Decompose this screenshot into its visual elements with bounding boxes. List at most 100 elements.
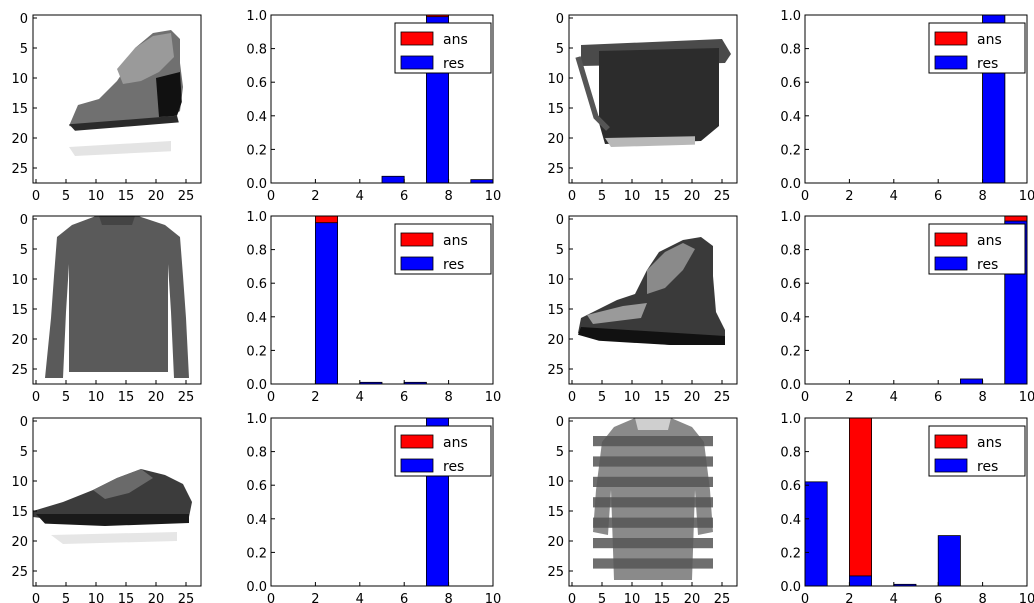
legend-label: res bbox=[977, 257, 998, 273]
ans-bar bbox=[849, 418, 873, 586]
legend: ans res bbox=[928, 223, 1026, 275]
y-tick-label: 10 bbox=[11, 475, 28, 490]
y-tick-label: 15 bbox=[547, 102, 564, 117]
y-tick-label: 5 bbox=[20, 42, 28, 57]
legend-swatch bbox=[934, 55, 968, 70]
res-bar bbox=[470, 179, 493, 183]
chart-frame bbox=[804, 417, 1028, 587]
x-tick-label: 2 bbox=[311, 592, 319, 603]
legend: ans res bbox=[394, 223, 492, 275]
x-tick-label: 5 bbox=[598, 390, 606, 405]
legend-label: res bbox=[443, 56, 464, 72]
x-tick-label: 0 bbox=[267, 592, 275, 603]
x-tick-label: 0 bbox=[267, 189, 275, 204]
chart-frame bbox=[804, 215, 1028, 385]
image-frame bbox=[568, 417, 738, 587]
x-tick-label: 2 bbox=[845, 592, 853, 603]
y-tick-label: 5 bbox=[20, 243, 28, 258]
y-tick-label: 0.4 bbox=[246, 513, 267, 528]
y-tick-label: 0.8 bbox=[246, 43, 267, 58]
y-tick-label: 0.8 bbox=[780, 244, 801, 259]
legend-swatch bbox=[400, 458, 434, 473]
y-tick-label: 15 bbox=[11, 505, 28, 520]
boot-sole bbox=[578, 327, 725, 345]
shirt-collar bbox=[635, 418, 671, 430]
shirt-stripe bbox=[593, 497, 713, 508]
x-tick-label: 4 bbox=[356, 592, 364, 603]
x-tick-label: 4 bbox=[890, 592, 898, 603]
x-tick-label: 10 bbox=[88, 390, 105, 405]
bag-bottom bbox=[605, 136, 695, 147]
y-tick-label: 0.0 bbox=[246, 378, 267, 393]
shirt-image bbox=[593, 418, 713, 580]
legend-label: ans bbox=[977, 233, 1002, 249]
legend-box bbox=[394, 223, 492, 275]
x-tick-label: 5 bbox=[62, 592, 70, 603]
y-tick-label: 1.0 bbox=[246, 9, 267, 24]
x-tick-label: 20 bbox=[684, 390, 701, 405]
x-tick-label: 0 bbox=[801, 390, 809, 405]
x-tick-label: 2 bbox=[311, 189, 319, 204]
y-tick-label: 0.2 bbox=[780, 143, 801, 158]
shoe-image bbox=[69, 30, 183, 156]
x-tick-label: 10 bbox=[624, 390, 641, 405]
x-tick-label: 5 bbox=[598, 189, 606, 204]
x-tick-label: 15 bbox=[654, 390, 671, 405]
x-tick-label: 0 bbox=[32, 189, 40, 204]
y-tick-label: 25 bbox=[11, 363, 28, 378]
shoe-sole bbox=[69, 115, 179, 131]
shirt-stripe bbox=[593, 436, 713, 447]
y-tick-label: 0.0 bbox=[780, 580, 801, 595]
x-tick-label: 20 bbox=[684, 189, 701, 204]
image-panel: 0 5 10 15 20 25 0 5 10 15 20 25 bbox=[11, 213, 202, 405]
image-frame bbox=[568, 215, 738, 385]
y-tick-label: 0.6 bbox=[246, 479, 267, 494]
legend-swatch bbox=[934, 256, 968, 271]
bar-chart: 0 2 4 6 8 10 0.0 0.2 0.4 0.6 0.8 1.0 ans res bbox=[246, 210, 501, 405]
x-tick-label: 15 bbox=[118, 592, 135, 603]
legend-swatch bbox=[934, 434, 968, 449]
y-tick-label: 0 bbox=[20, 213, 28, 228]
shirt-stripe bbox=[593, 517, 713, 528]
y-tick-label: 0.2 bbox=[780, 344, 801, 359]
x-tick-label: 10 bbox=[88, 189, 105, 204]
x-tick-label: 8 bbox=[444, 189, 452, 204]
image-panel: 0 5 10 15 20 25 0 5 10 15 20 25 bbox=[547, 12, 738, 204]
y-tick-label: 15 bbox=[11, 102, 28, 117]
chart-frame bbox=[270, 14, 494, 184]
legend-label: ans bbox=[443, 435, 468, 451]
x-tick-label: 6 bbox=[400, 189, 408, 204]
y-tick-label: 0.6 bbox=[780, 76, 801, 91]
sneaker-shadow bbox=[51, 532, 177, 544]
y-tick-label: 0.4 bbox=[246, 311, 267, 326]
y-tick-label: 1.0 bbox=[246, 210, 267, 225]
y-tick-label: 25 bbox=[547, 565, 564, 580]
y-tick-label: 0.8 bbox=[246, 244, 267, 259]
image-panel: 0 5 10 15 20 25 0 5 10 15 20 25 bbox=[11, 12, 202, 204]
y-tick-label: 1.0 bbox=[780, 9, 801, 24]
x-tick-label: 10 bbox=[88, 592, 105, 603]
legend-label: ans bbox=[977, 32, 1002, 48]
x-tick-label: 15 bbox=[118, 189, 135, 204]
x-tick-label: 0 bbox=[568, 189, 576, 204]
image-frame bbox=[32, 14, 202, 184]
x-tick-label: 25 bbox=[178, 592, 195, 603]
y-tick-label: 20 bbox=[11, 535, 28, 550]
pullover-collar bbox=[99, 216, 135, 225]
y-tick-label: 0 bbox=[20, 12, 28, 27]
res-bar bbox=[314, 222, 338, 384]
image-panel: 0 5 10 15 20 25 0 5 10 15 20 25 bbox=[11, 415, 202, 603]
y-tick-label: 20 bbox=[547, 535, 564, 550]
legend-swatch bbox=[934, 31, 968, 46]
x-tick-label: 25 bbox=[714, 592, 731, 603]
bag-image bbox=[575, 39, 731, 147]
ankle-boot-image bbox=[578, 237, 725, 345]
shirt-stripe bbox=[593, 558, 713, 569]
bars bbox=[805, 418, 961, 586]
x-tick-label: 5 bbox=[62, 189, 70, 204]
x-tick-label: 20 bbox=[148, 390, 165, 405]
x-tick-label: 15 bbox=[654, 189, 671, 204]
res-bar bbox=[960, 378, 984, 384]
image-frame bbox=[32, 215, 202, 385]
